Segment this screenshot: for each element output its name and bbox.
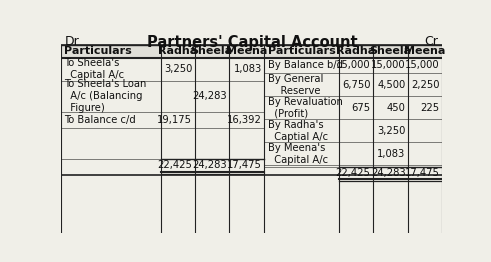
Text: 225: 225 [420, 103, 439, 113]
Text: To Balance c/d: To Balance c/d [64, 115, 136, 125]
Text: By General
    Reserve: By General Reserve [268, 74, 323, 96]
Text: 24,283: 24,283 [371, 168, 406, 178]
Text: 19,175: 19,175 [157, 115, 192, 125]
Text: 24,283: 24,283 [192, 91, 226, 101]
Text: 17,475: 17,475 [405, 168, 439, 178]
Text: Meena: Meena [404, 46, 445, 56]
Text: Partners' Capital Account: Partners' Capital Account [147, 35, 357, 50]
Text: To Sheela's
  Capital A/c: To Sheela's Capital A/c [64, 58, 125, 80]
Text: 675: 675 [352, 103, 371, 113]
Text: 3,250: 3,250 [164, 64, 192, 74]
Text: Cr: Cr [424, 35, 438, 48]
Text: 3,250: 3,250 [377, 126, 406, 136]
Text: By Revaluation
  (Profit): By Revaluation (Profit) [268, 97, 342, 119]
Text: 4,500: 4,500 [377, 80, 406, 90]
Text: 15,000: 15,000 [405, 60, 439, 70]
Text: Meena: Meena [226, 46, 267, 56]
Text: 2,250: 2,250 [411, 80, 439, 90]
Text: Particulars: Particulars [268, 46, 335, 56]
Text: 1,083: 1,083 [377, 149, 406, 159]
Text: Radha: Radha [158, 46, 197, 56]
Text: By Meena's
  Capital A/c: By Meena's Capital A/c [268, 143, 327, 165]
Text: 24,283: 24,283 [192, 160, 226, 170]
Text: Particulars: Particulars [64, 46, 132, 56]
Text: Sheela: Sheela [369, 46, 411, 56]
Text: 1,083: 1,083 [234, 64, 262, 74]
Text: 16,392: 16,392 [227, 115, 262, 125]
Text: 15,000: 15,000 [336, 60, 371, 70]
Text: 6,750: 6,750 [342, 80, 371, 90]
Text: 22,425: 22,425 [336, 168, 371, 178]
Text: 17,475: 17,475 [227, 160, 262, 170]
Text: By Balance b/d: By Balance b/d [268, 60, 343, 70]
Text: Sheela: Sheela [191, 46, 233, 56]
Text: By Radha's
  Captial A/c: By Radha's Captial A/c [268, 120, 327, 142]
Text: Dr: Dr [65, 35, 80, 48]
Text: 450: 450 [386, 103, 406, 113]
Text: To Sheela's Loan
  A/c (Balancing
  Figure): To Sheela's Loan A/c (Balancing Figure) [64, 79, 147, 113]
Text: 22,425: 22,425 [158, 160, 192, 170]
Bar [61, 45, 442, 58]
Text: 15,000: 15,000 [371, 60, 406, 70]
Text: Radha: Radha [336, 46, 376, 56]
